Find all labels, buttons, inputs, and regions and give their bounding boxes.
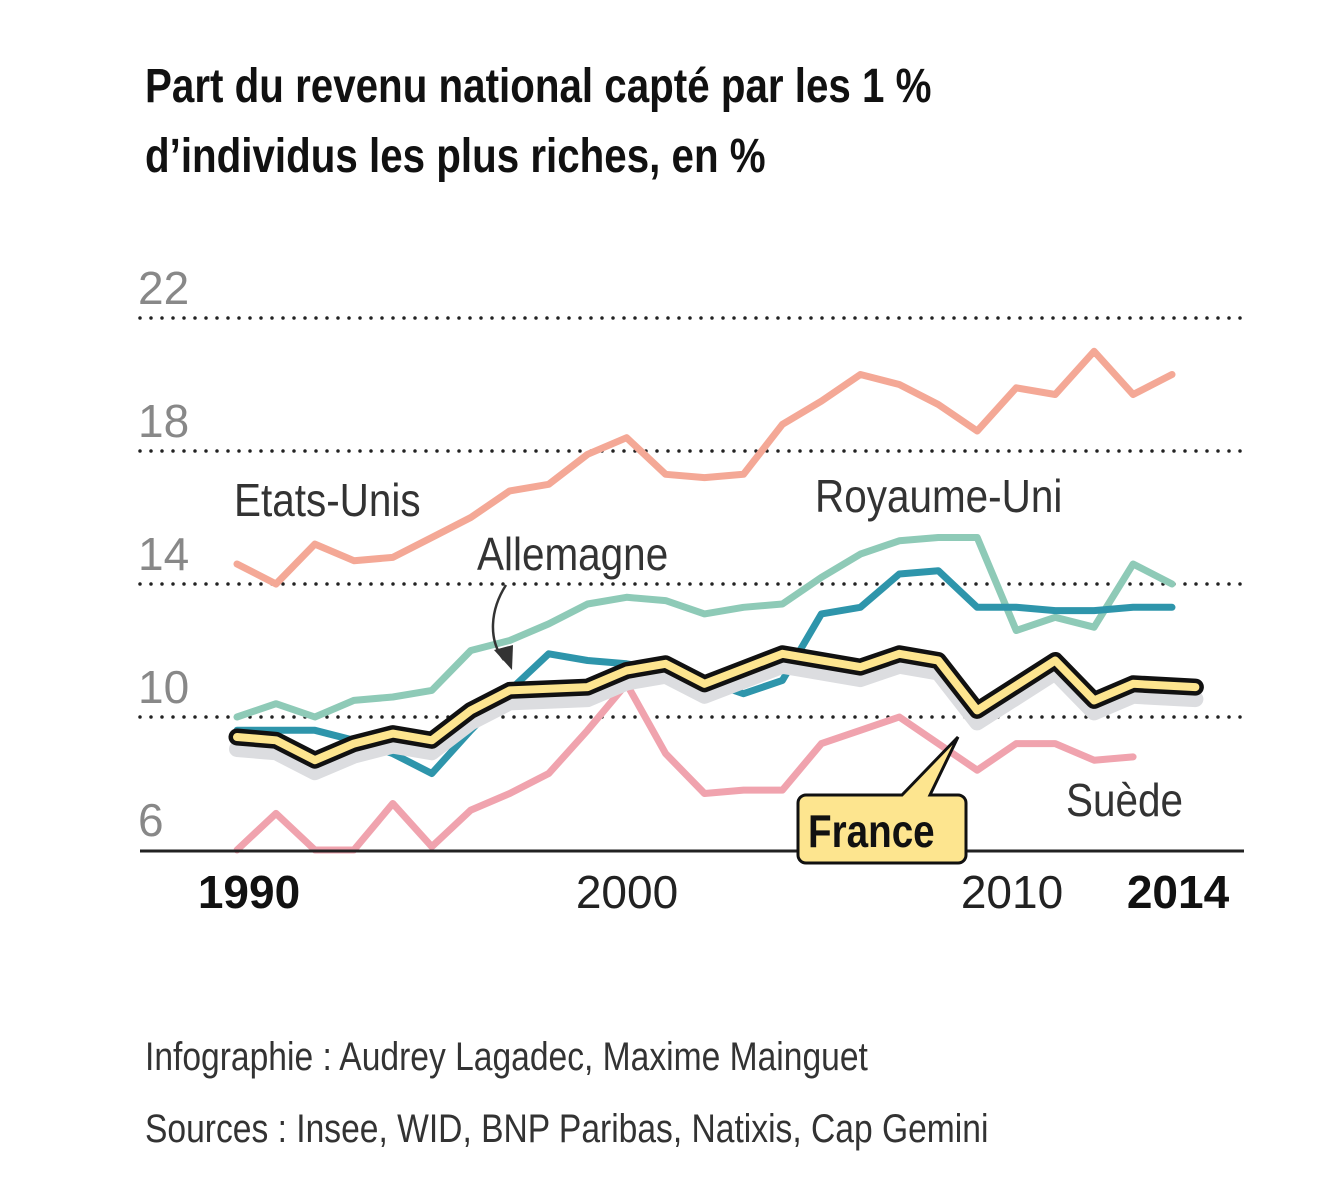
france-shadow (229, 657, 1204, 781)
title-line-1: Part du revenu national capté par les 1 … (145, 60, 932, 113)
label-etats-unis: Etats-Unis (234, 476, 421, 527)
y-tick-label: 10 (138, 661, 189, 713)
label-allemagne: Allemagne (477, 530, 668, 581)
y-tick-label: 18 (138, 395, 189, 447)
label-royaume-uni: Royaume-Uni (815, 472, 1062, 523)
y-tick-label: 22 (138, 262, 189, 314)
series-line-royaume-uni (233, 534, 1176, 721)
x-tick-label: 2000 (576, 866, 678, 918)
series-line-france (233, 649, 1200, 765)
line-chart: 22 18 14 10 6 1990 2000 2010 2014 Etats-Unis Ro… (138, 262, 1248, 918)
label-suede: Suède (1066, 776, 1183, 827)
x-tick-label: 2010 (961, 866, 1063, 918)
credit-sources: Sources : Insee, WID, BNP Paribas, Natix… (145, 1107, 989, 1151)
series-line-suede (233, 680, 1137, 854)
allemagne-arrowhead (494, 645, 513, 670)
x-tick-label: 1990 (198, 866, 300, 918)
x-tick-label: 2014 (1127, 866, 1230, 918)
title-line-2: d’individus les plus riches, en % (145, 130, 766, 183)
y-tick-label: 6 (138, 794, 164, 846)
y-tick-label: 14 (138, 528, 189, 580)
france-callout: France (796, 735, 968, 865)
chart-title: Part du revenu national capté par les 1 … (145, 52, 932, 192)
series-line-etats-unis (233, 347, 1176, 588)
label-france: France (808, 806, 935, 857)
credit-infographie: Infographie : Audrey Lagadec, Maxime Mai… (145, 1035, 868, 1079)
